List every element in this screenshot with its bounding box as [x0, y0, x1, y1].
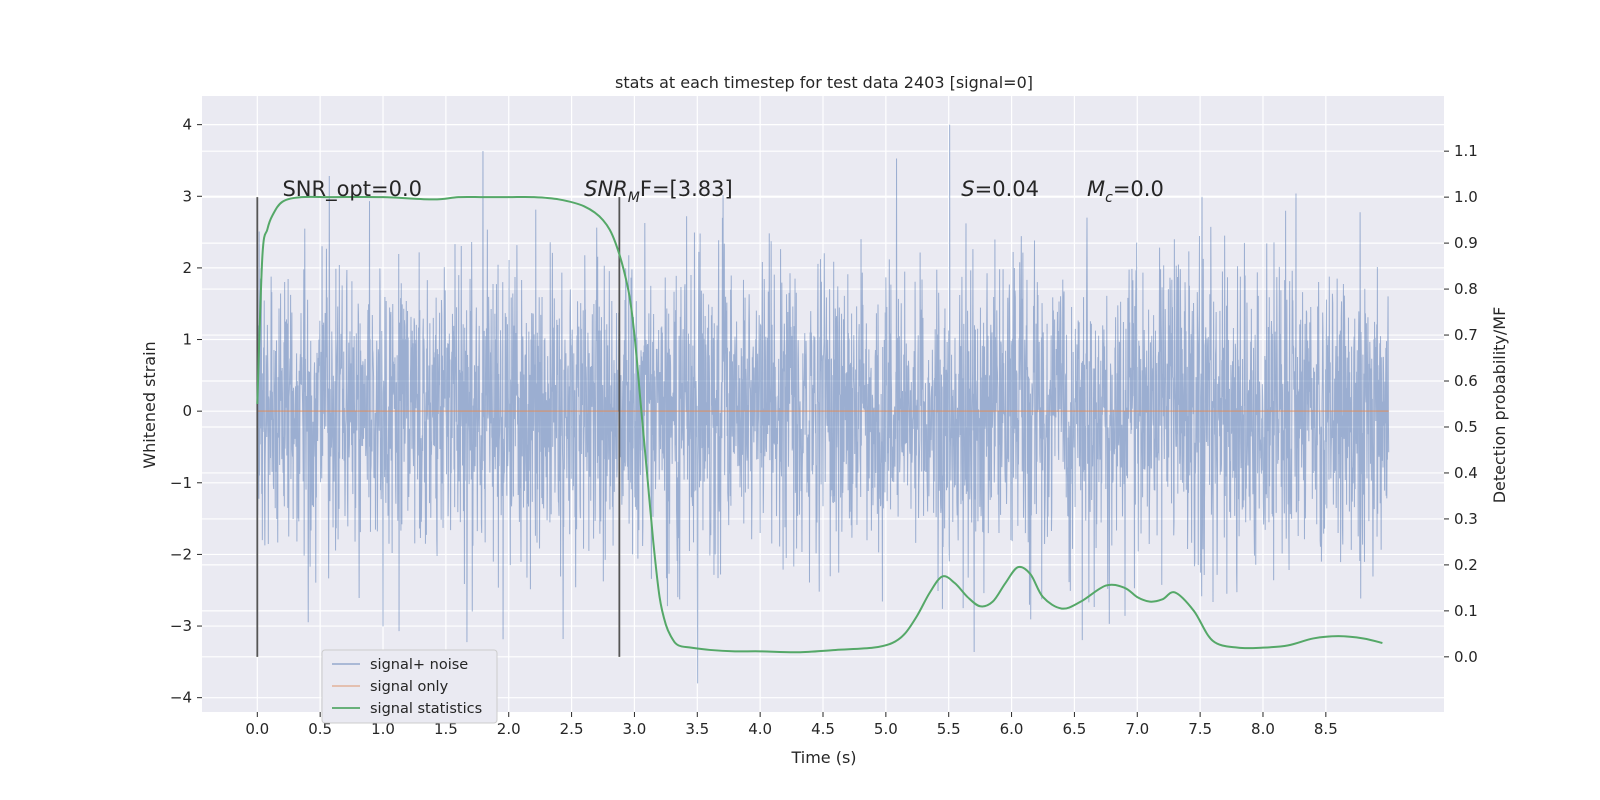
x-tick-label: 2.0 [497, 720, 521, 738]
y-tick-label: 1 [182, 331, 192, 349]
y-tick-label: −2 [170, 545, 192, 563]
y-tick-label: 0 [182, 402, 192, 420]
y-axis-label: Whitened strain [140, 341, 159, 468]
legend-label-noise: signal+ noise [370, 657, 468, 673]
y2-tick-label: 1.1 [1454, 142, 1478, 160]
marker-lines [256, 197, 621, 657]
y-tick-label: 4 [182, 116, 192, 134]
x-tick-label: 3.0 [623, 720, 647, 738]
y-tick-label: 2 [182, 259, 192, 277]
x-tick-label: 6.0 [1000, 720, 1024, 738]
annotation-mc-stat: Mc=0.0 [1087, 177, 1164, 206]
x-axis-label: Time (s) [790, 748, 856, 767]
statistics-line [256, 195, 1383, 654]
annotation-s-stat: S=0.04 [961, 177, 1039, 201]
noise-trace [256, 124, 1390, 684]
chart-title: stats at each timestep for test data 240… [615, 73, 1033, 92]
y2-tick-label: 0.0 [1454, 648, 1478, 666]
x-tick-label: 3.5 [685, 720, 709, 738]
x-tick-label: 7.0 [1125, 720, 1149, 738]
legend-label-statistics: signal statistics [370, 701, 482, 717]
x-tick-label: 6.5 [1062, 720, 1086, 738]
x-tick-label: 1.0 [371, 720, 395, 738]
legend-box [321, 649, 498, 724]
legend: signal+ noise signal only signal statist… [321, 649, 498, 724]
x-tick-label: 4.0 [748, 720, 772, 738]
y2-tick-label: 0.4 [1454, 464, 1478, 482]
x-tick-label: 2.5 [560, 720, 584, 738]
annotation-snr-mf: SNRMF=[3.83] [584, 177, 733, 206]
y2-tick-label: 0.7 [1454, 326, 1478, 344]
series-signal-statistics [256, 195, 1383, 654]
y2-tick-label: 0.6 [1454, 372, 1478, 390]
x-tick-label: 5.5 [937, 720, 961, 738]
x-tick-label: 1.5 [434, 720, 458, 738]
axes: 0.0 0.5 1.0 1.5 2.0 2.5 3.0 3.5 4.0 4.5 5.0 5.5 6.0 6… [170, 116, 1478, 738]
x-tick-label: 0.0 [245, 720, 269, 738]
x-tick-label: 5.0 [874, 720, 898, 738]
y2-tick-label: 0.9 [1454, 234, 1478, 252]
x-tick-label: 8.5 [1314, 720, 1338, 738]
y2-tick-label: 0.5 [1454, 418, 1478, 436]
legend-label-signal: signal only [370, 679, 449, 695]
y2-tick-label: 0.2 [1454, 556, 1478, 574]
x-tick-label: 7.5 [1188, 720, 1212, 738]
series-signal-noise [256, 124, 1390, 684]
y2-tick-label: 0.8 [1454, 280, 1478, 298]
y2-tick-label: 0.1 [1454, 602, 1478, 620]
y2-tick-label: 1.0 [1454, 188, 1478, 206]
x-tick-label: 0.5 [308, 720, 332, 738]
annotations: SNR_opt=0.0 SNRMF=[3.83] S=0.04 Mc=0.0 [282, 177, 1163, 206]
y-tick-label: −1 [170, 474, 192, 492]
y-tick-label: −3 [170, 617, 192, 635]
annotation-snr-opt: SNR_opt=0.0 [282, 177, 422, 202]
y2-tick-label: 0.3 [1454, 510, 1478, 528]
x-tick-label: 8.0 [1251, 720, 1275, 738]
y-tick-label: −4 [170, 689, 192, 707]
x-tick-label: 4.5 [811, 720, 835, 738]
y2-axis-label: Detection probability/MF [1490, 307, 1509, 504]
y-tick-label: 3 [182, 187, 192, 205]
